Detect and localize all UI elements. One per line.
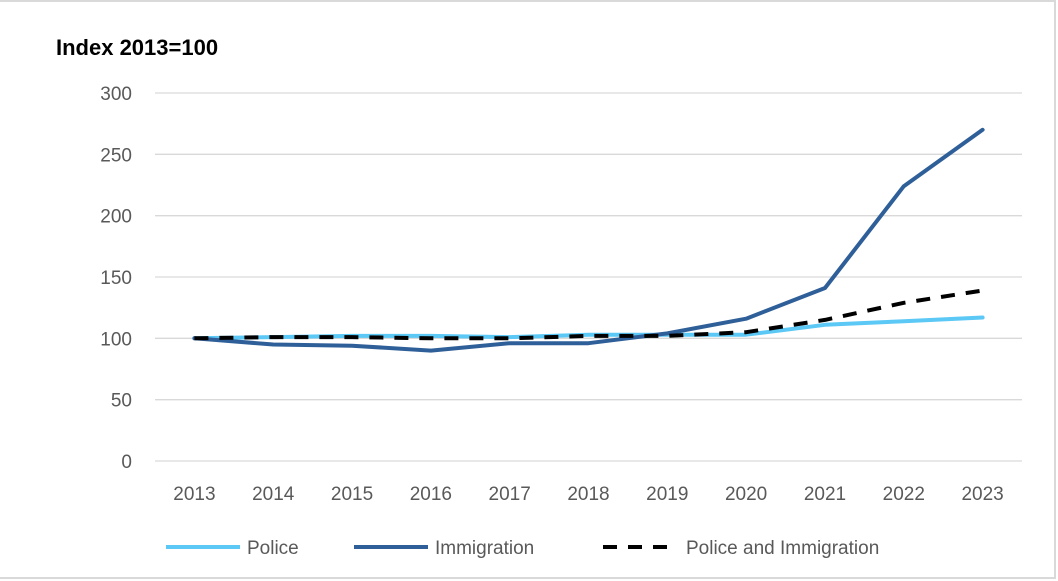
y-tick-label: 50 (111, 391, 132, 412)
y-tick-label: 150 (100, 268, 132, 289)
x-tick-label: 2021 (804, 484, 846, 505)
y-tick-label: 200 (100, 207, 132, 228)
legend-label: Police and Immigration (686, 538, 879, 559)
x-tick-label: 2020 (725, 484, 767, 505)
x-tick-label: 2017 (489, 484, 531, 505)
legend: Police Immigration Police and Immigration (166, 538, 879, 559)
series-line-immigration (192, 127, 985, 353)
legend-label: Police (247, 538, 299, 559)
y-tick-label: 300 (100, 84, 132, 105)
y-tick-label: 100 (100, 329, 132, 350)
x-tick-label: 2016 (410, 484, 452, 505)
legend-item-immigration: Immigration (354, 538, 534, 559)
legend-item-police-and-immigration: Police and Immigration (603, 538, 879, 559)
y-axis-ticks: 0 50 100 150 200 250 300 (100, 84, 132, 473)
x-tick-label: 2019 (646, 484, 688, 505)
gridlines (155, 92, 1022, 462)
series-line-police (192, 315, 985, 341)
x-axis-ticks: 2013 2014 2015 2016 2017 2018 2019 2020 2021 2022… (173, 484, 1003, 505)
legend-item-police: Police (166, 538, 299, 559)
x-tick-label: 2023 (961, 484, 1003, 505)
x-tick-label: 2022 (883, 484, 925, 505)
y-axis-unit-label: Index 2013=100 (56, 35, 218, 60)
legend-label: Immigration (435, 538, 534, 559)
x-tick-label: 2013 (173, 484, 215, 505)
series-line-police-and-immigration (194, 288, 983, 341)
x-tick-label: 2018 (567, 484, 609, 505)
y-tick-label: 0 (121, 452, 132, 473)
series-lines (192, 127, 985, 353)
x-tick-label: 2014 (252, 484, 295, 505)
y-tick-label: 250 (100, 145, 132, 166)
x-tick-label: 2015 (331, 484, 373, 505)
